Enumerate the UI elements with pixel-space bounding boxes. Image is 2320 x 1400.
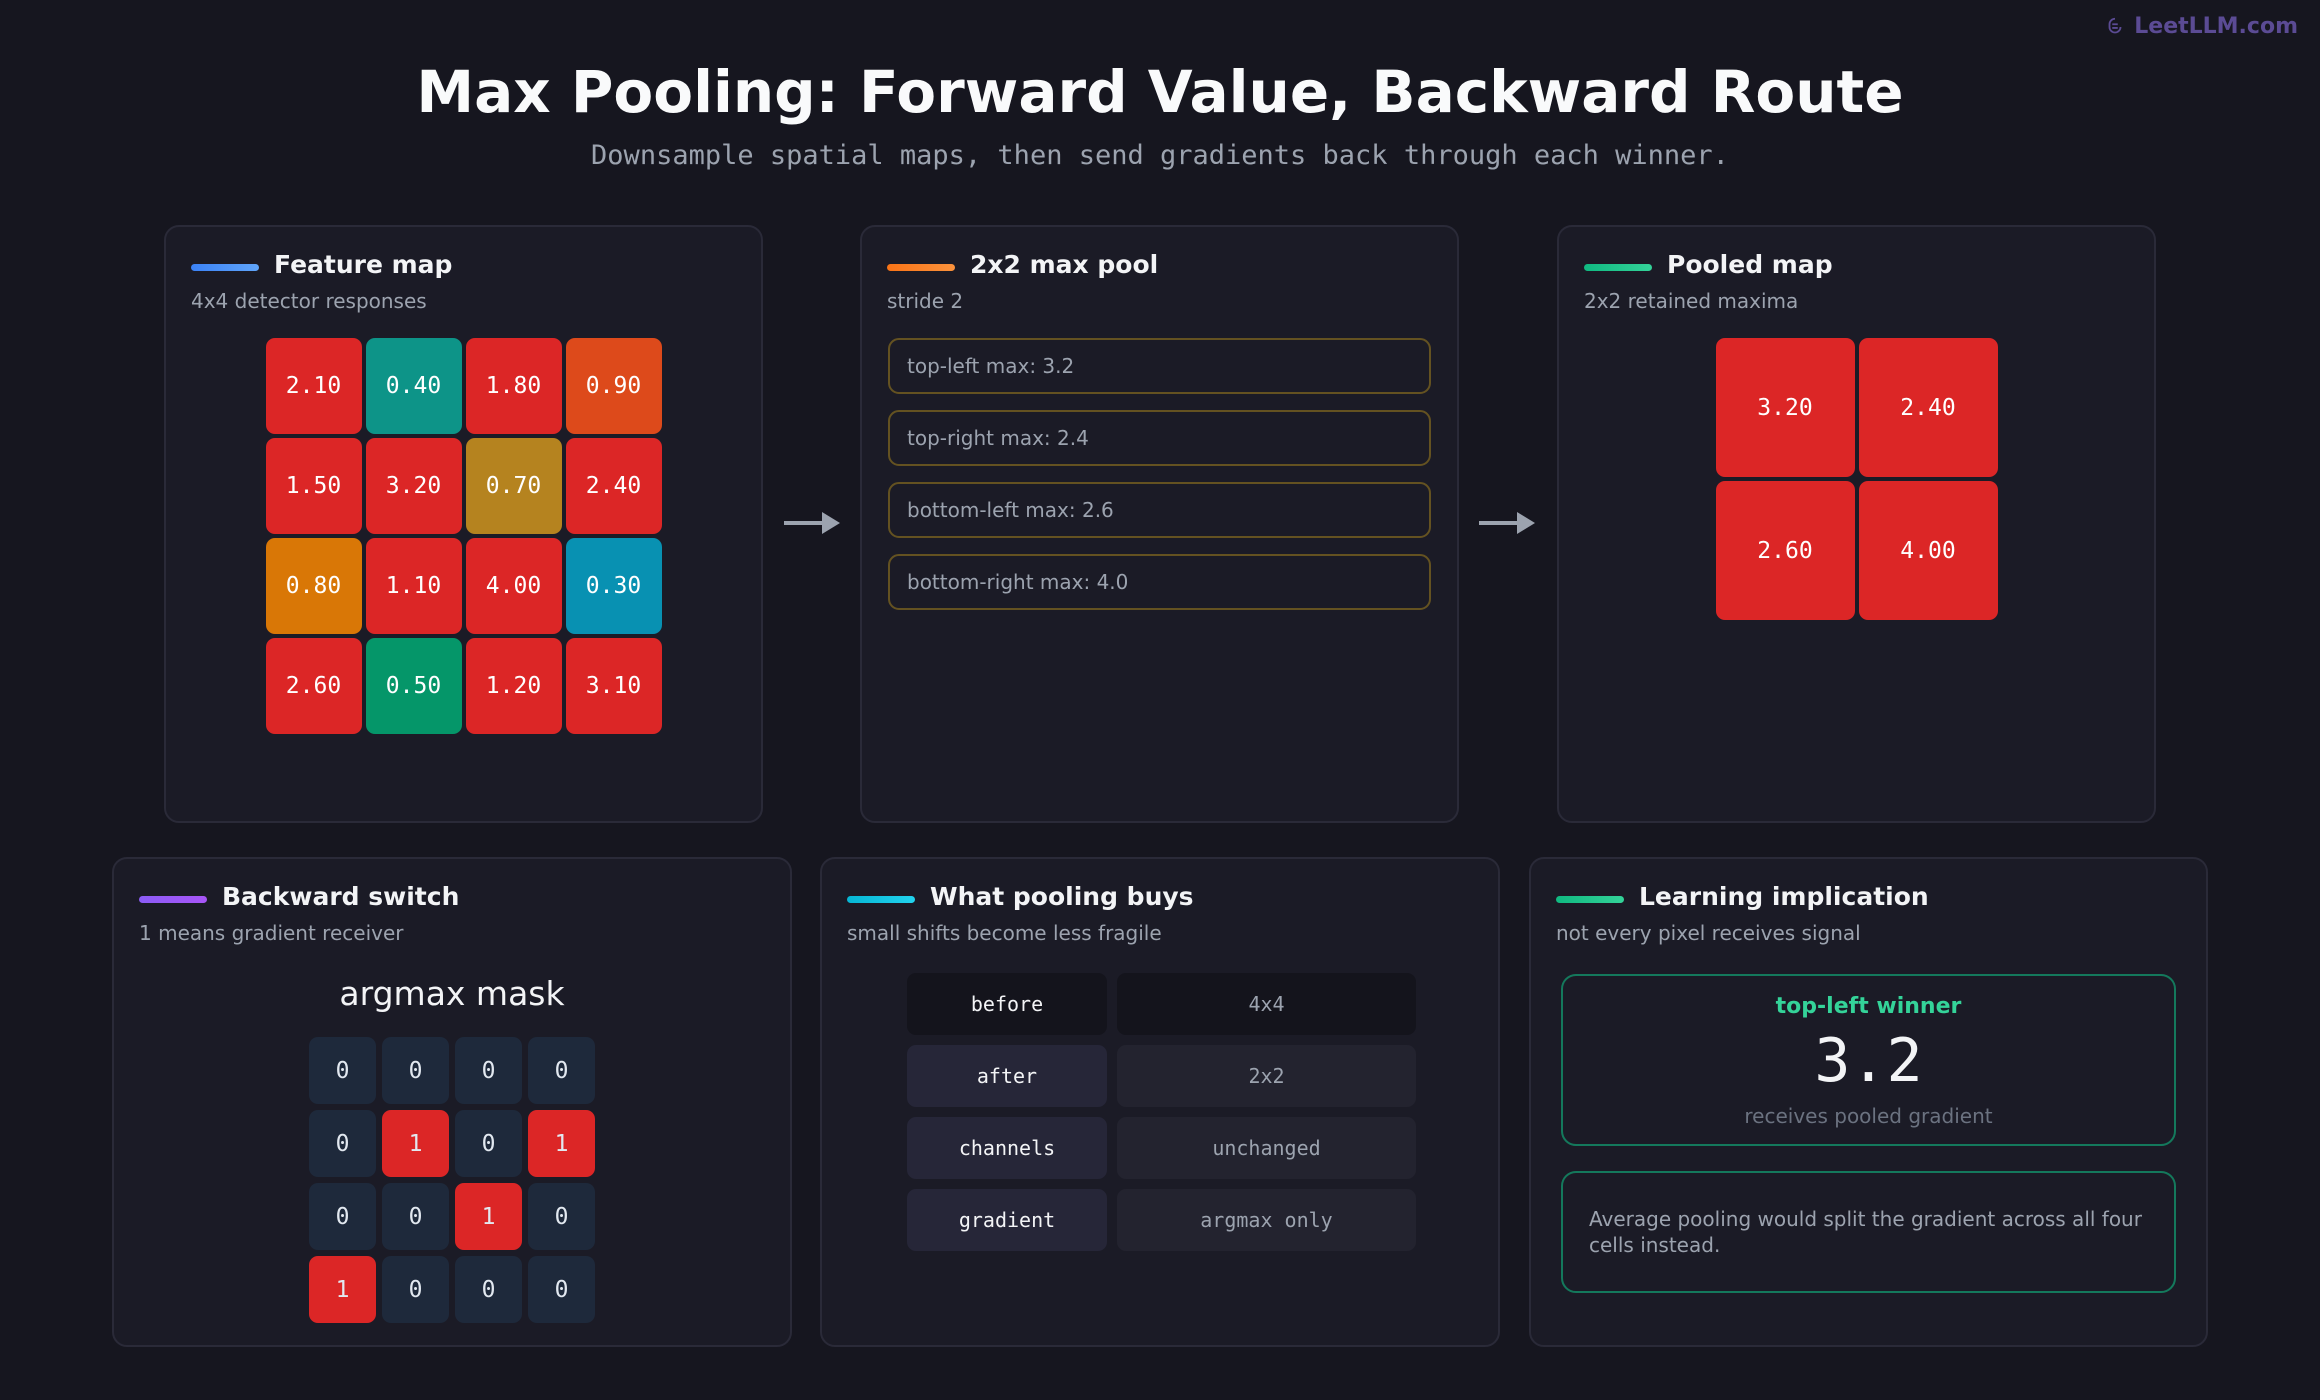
pool-window: bottom-left max: 2.6 (888, 482, 1431, 538)
row-key: before (907, 973, 1107, 1035)
mask-cell: 1 (455, 1183, 522, 1250)
mask-cell: 0 (309, 1037, 376, 1104)
feature-cell: 2.60 (265, 638, 362, 734)
note-text: Average pooling would split the gradient… (1589, 1207, 2142, 1257)
panel-subtitle: not every pixel receives signal (1556, 921, 1861, 945)
pooled-cell: 2.40 (1858, 338, 1998, 477)
accent-bar (887, 264, 955, 271)
table-row: channels unchanged (907, 1117, 1416, 1179)
mask-cell: 0 (382, 1256, 449, 1323)
arrow-icon (784, 512, 840, 534)
winner-label: top-left winner (1775, 994, 1962, 1019)
accent-bar (1556, 896, 1624, 903)
pooled-cell: 3.20 (1715, 338, 1855, 477)
row-value: argmax only (1117, 1189, 1416, 1251)
mask-cell: 1 (309, 1256, 376, 1323)
flow-arrow (784, 508, 840, 542)
winner-caption: receives pooled gradient (1744, 1104, 1993, 1128)
feature-cell-grid: 2.10 0.40 1.80 0.90 1.50 3.20 0.70 2.40 0.80 1.10… (265, 338, 662, 734)
mask-cell: 0 (455, 1256, 522, 1323)
panel-subtitle: 2x2 retained maxima (1584, 289, 1799, 313)
mask-cell: 0 (455, 1110, 522, 1177)
mask-cell: 0 (309, 1110, 376, 1177)
panel-title: What pooling buys (930, 882, 1194, 911)
mask-cell: 0 (309, 1183, 376, 1250)
feature-cell: 1.80 (465, 338, 562, 434)
pooled-cell: 4.00 (1858, 481, 1998, 620)
note-box: Average pooling would split the gradient… (1561, 1171, 2176, 1293)
table-row: before 4x4 (907, 973, 1416, 1035)
panel-subtitle: 4x4 detector responses (191, 289, 427, 313)
arrow-icon (1479, 512, 1535, 534)
winner-box: top-left winner 3.2 receives pooled gradie… (1561, 974, 2176, 1146)
pooled-cell: 2.60 (1715, 481, 1855, 620)
accent-bar (1584, 264, 1652, 271)
row-value: unchanged (1117, 1117, 1416, 1179)
mask-cell: 1 (528, 1110, 595, 1177)
mask-cell: 0 (528, 1183, 595, 1250)
pool-window: bottom-right max: 4.0 (888, 554, 1431, 610)
mask-cell: 0 (455, 1037, 522, 1104)
feature-cell: 1.20 (465, 638, 562, 734)
feature-cell: 0.30 (565, 538, 662, 634)
panel: Learning implication not every pixel rece… (1529, 857, 2208, 1347)
feature-cell: 1.10 (365, 538, 462, 634)
mask-cell: 0 (528, 1037, 595, 1104)
feature-cell: 0.80 (265, 538, 362, 634)
panel-title: Pooled map (1667, 250, 1833, 279)
feature-cell: 2.10 (265, 338, 362, 434)
pooled-cell-grid: 3.20 2.40 2.60 4.00 (1715, 338, 1998, 620)
panel-subtitle: small shifts become less fragile (847, 921, 1162, 945)
winner-value: 3.2 (1814, 1026, 1923, 1096)
accent-bar (847, 896, 915, 903)
panel-subtitle: 1 means gradient receiver (139, 921, 404, 945)
panel: Pooled map 2x2 retained maxima 3.20 2.40 2.6… (1557, 225, 2156, 823)
flow-arrow (1479, 508, 1535, 542)
feature-cell: 0.50 (365, 638, 462, 734)
row-value: 4x4 (1117, 973, 1416, 1035)
panel: Feature map 4x4 detector responses 2.10 0.4… (164, 225, 763, 823)
feature-cell: 1.50 (265, 438, 362, 534)
panel: What pooling buys small shifts become les… (820, 857, 1500, 1347)
table-row: after 2x2 (907, 1045, 1416, 1107)
subtitle: Downsample spatial maps, then send gradi… (591, 140, 1729, 171)
feature-cell: 2.40 (565, 438, 662, 534)
feature-cell: 0.40 (365, 338, 462, 434)
feature-cell: 4.00 (465, 538, 562, 634)
feature-cell: 3.20 (365, 438, 462, 534)
row-key: channels (907, 1117, 1107, 1179)
accent-bar (139, 896, 207, 903)
row-key: after (907, 1045, 1107, 1107)
panel-subtitle: stride 2 (887, 289, 964, 313)
brand-icon (2108, 17, 2122, 33)
brand-text: LeetLLM.com (2134, 14, 2298, 39)
mask-cell: 0 (382, 1183, 449, 1250)
row-key: gradient (907, 1189, 1107, 1251)
title: Max Pooling: Forward Value, Backward Rou… (416, 58, 1904, 126)
panel: Backward switch 1 means gradient receiver… (112, 857, 792, 1347)
row-value: 2x2 (1117, 1045, 1416, 1107)
mask-cell: 0 (528, 1256, 595, 1323)
accent-bar (191, 264, 259, 271)
panel: 2x2 max pool stride 2 top-left max: 3.2 top… (860, 225, 1459, 823)
panel-title: Learning implication (1639, 882, 1929, 911)
table-row: gradient argmax only (907, 1189, 1416, 1251)
panel-title: Feature map (274, 250, 453, 279)
pool-window: top-right max: 2.4 (888, 410, 1431, 466)
mask-cell: 1 (382, 1110, 449, 1177)
brand: LeetLLM.com (2104, 14, 2298, 39)
mask-title: argmax mask (339, 974, 565, 1013)
panel-title: 2x2 max pool (970, 250, 1159, 279)
feature-cell: 0.90 (565, 338, 662, 434)
feature-cell: 0.70 (465, 438, 562, 534)
pool-window: top-left max: 3.2 (888, 338, 1431, 394)
feature-cell: 3.10 (565, 638, 662, 734)
panel-title: Backward switch (222, 882, 460, 911)
mask-cell: 0 (382, 1037, 449, 1104)
